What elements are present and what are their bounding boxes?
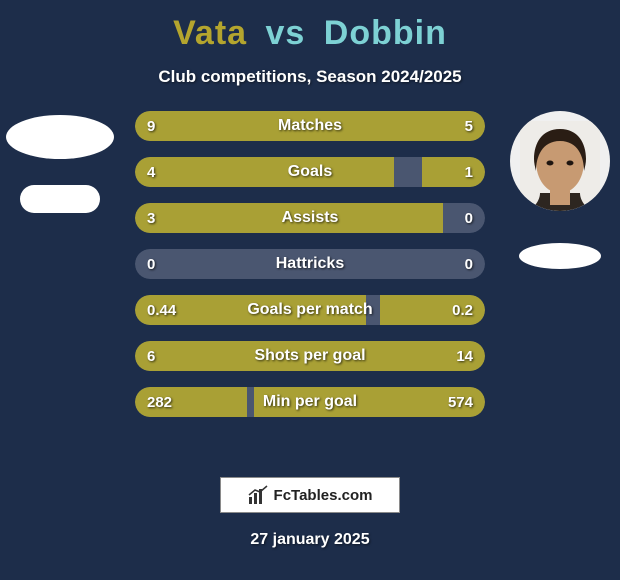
- footer-date: 27 january 2025: [0, 531, 620, 549]
- content-area: 95Matches 41Goals 30Assists 00Hattricks 0.44…: [0, 111, 620, 451]
- stats-bars: 95Matches 41Goals 30Assists 00Hattricks 0.44…: [135, 111, 485, 433]
- comparison-infographic: Vata vs Dobbin Club competitions, Season…: [0, 0, 620, 580]
- stat-label: Hattricks: [135, 249, 485, 279]
- stat-row: 30Assists: [135, 203, 485, 233]
- player2-avatar-icon: [520, 121, 600, 211]
- stat-row: 282574Min per goal: [135, 387, 485, 417]
- stat-row: 00Hattricks: [135, 249, 485, 279]
- stat-label: Min per goal: [135, 387, 485, 417]
- stat-row: 41Goals: [135, 157, 485, 187]
- stat-row: 95Matches: [135, 111, 485, 141]
- stat-label: Matches: [135, 111, 485, 141]
- title: Vata vs Dobbin: [0, 14, 620, 53]
- player2-column: [500, 111, 620, 269]
- player1-club-badge: [20, 185, 100, 213]
- title-player1: Vata: [173, 14, 247, 52]
- player1-column: [0, 111, 120, 213]
- stat-row: 614Shots per goal: [135, 341, 485, 371]
- player1-avatar: [6, 115, 114, 159]
- stat-label: Goals per match: [135, 295, 485, 325]
- stat-label: Goals: [135, 157, 485, 187]
- stat-label: Assists: [135, 203, 485, 233]
- player2-avatar: [510, 111, 610, 211]
- footer-logo-text: FcTables.com: [274, 487, 373, 504]
- stat-label: Shots per goal: [135, 341, 485, 371]
- title-player2: Dobbin: [324, 14, 447, 52]
- player2-club-badge: [519, 243, 601, 269]
- footer-logo: FcTables.com: [220, 477, 400, 513]
- subtitle: Club competitions, Season 2024/2025: [0, 67, 620, 87]
- stat-row: 0.440.2Goals per match: [135, 295, 485, 325]
- title-vs: vs: [266, 14, 306, 52]
- fctables-chart-icon: [248, 485, 268, 505]
